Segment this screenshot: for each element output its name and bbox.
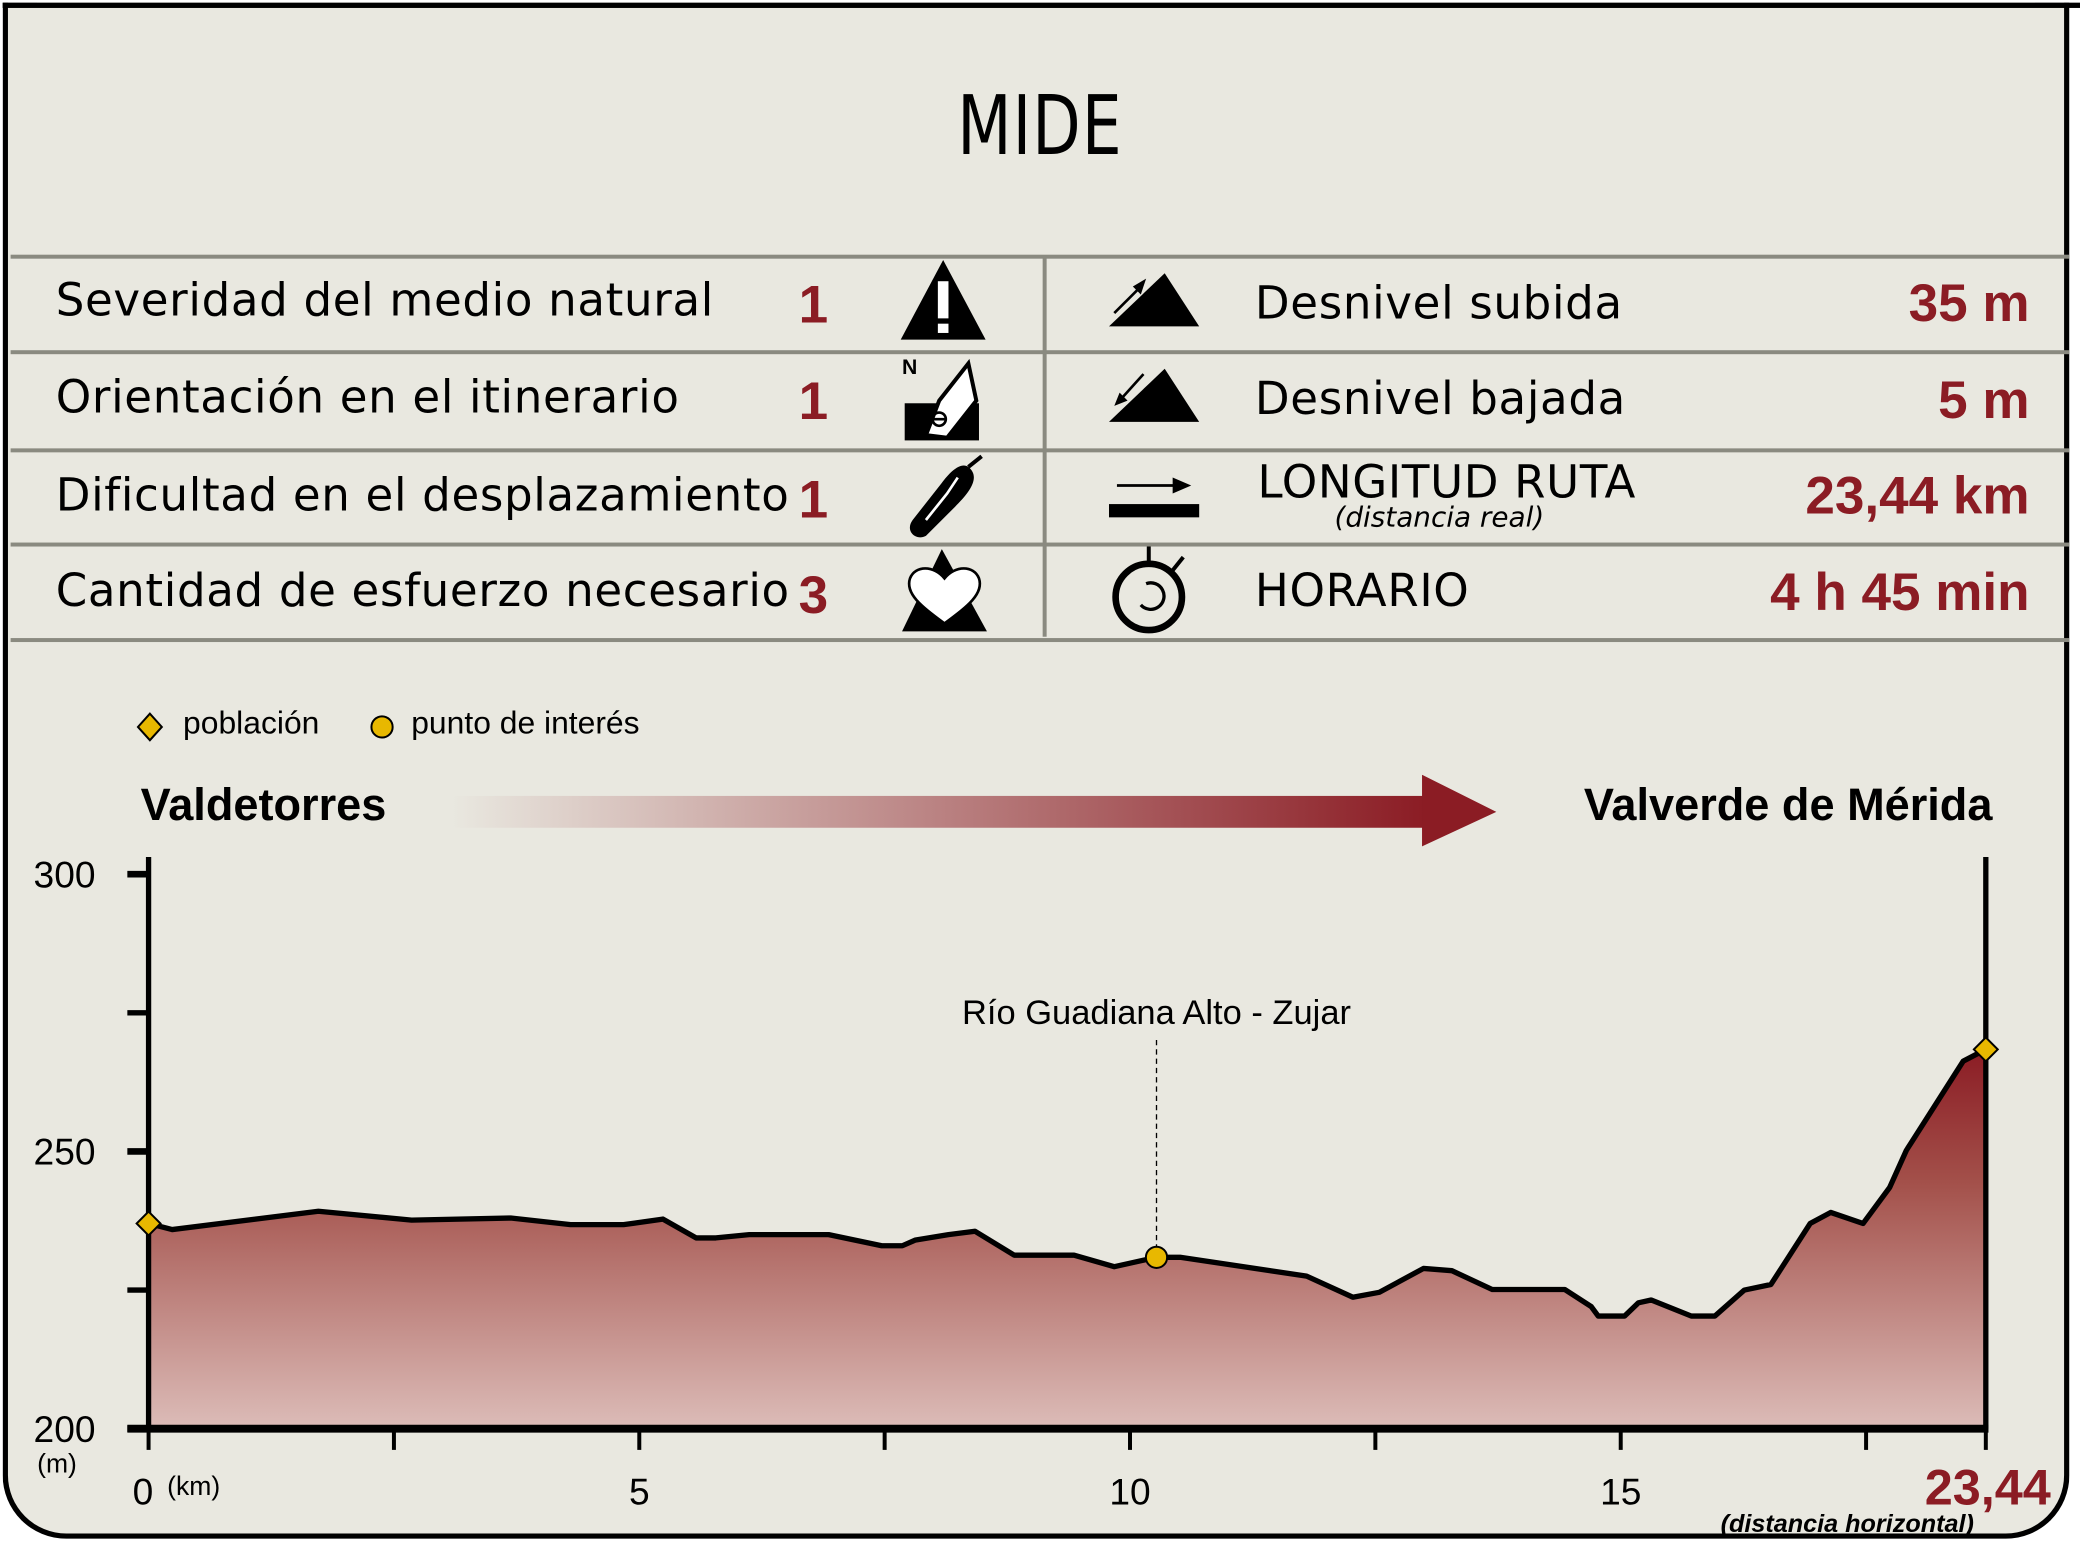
- warning-mountain-icon: [900, 259, 986, 340]
- mide-label-severidad: Severidad del medio natural: [55, 274, 714, 328]
- mide-value-orientacion: 1: [798, 372, 829, 432]
- page-title: MIDE: [957, 76, 1123, 174]
- y-tick-label: 200: [34, 1408, 96, 1450]
- stat-value-subida: 35 m: [1908, 274, 2030, 333]
- town-marker-icon: [136, 712, 164, 742]
- x-tick-label: 15: [1600, 1470, 1641, 1512]
- svg-text:N: N: [902, 356, 917, 379]
- stat-value-bajada: 5 m: [1938, 371, 2030, 430]
- stat-value-longitud: 23,44 km: [1805, 466, 2030, 526]
- legend-town: población: [183, 705, 320, 742]
- mide-label-orientacion: Orientación en el itinerario: [55, 371, 680, 425]
- legend-poi: punto de interés: [411, 705, 640, 742]
- divider: [10, 542, 2070, 547]
- descent-mountain-icon: [1108, 368, 1200, 422]
- route-direction-arrow-icon: [451, 774, 1497, 847]
- elevation-area: [148, 1049, 1986, 1429]
- elevation-line: [147, 1047, 1988, 1319]
- x-tick-label: 5: [629, 1470, 650, 1512]
- mide-label-dificultad: Dificultad en el desplazamiento: [55, 469, 790, 523]
- x-end-label: 23,44: [1925, 1458, 2051, 1515]
- poi-label: Río Guadiana Alto - Zujar: [962, 994, 1351, 1032]
- footprint-icon: [909, 454, 983, 538]
- y-tick-label: 250: [34, 1131, 96, 1173]
- x-tick-label: 10: [1109, 1470, 1150, 1512]
- x-end-sublabel: (distancia horizontal): [1721, 1510, 1974, 1538]
- x-tick-label: 0: [133, 1470, 154, 1512]
- stat-label-subida: Desnivel subida: [1254, 277, 1623, 331]
- y-axis-unit: (m): [37, 1448, 77, 1478]
- stat-label-horario: HORARIO: [1254, 565, 1470, 619]
- mide-value-esfuerzo: 3: [798, 566, 829, 625]
- stopwatch-icon: [1112, 546, 1186, 634]
- route-end: Valverde de Mérida: [1583, 779, 1993, 831]
- x-axis-unit: (km): [167, 1471, 220, 1501]
- distance-arrow-icon: [1108, 477, 1200, 518]
- y-tick-label: 300: [34, 853, 96, 895]
- poi-marker: [1144, 1245, 1169, 1269]
- divider: [10, 448, 2070, 453]
- mide-label-esfuerzo: Cantidad de esfuerzo necesario: [55, 565, 790, 619]
- stat-sublabel-longitud: (distancia real): [1334, 501, 1545, 534]
- route-start: Valdetorres: [140, 779, 387, 831]
- ascent-mountain-icon: [1108, 273, 1200, 327]
- mide-value-severidad: 1: [798, 275, 829, 335]
- stat-label-bajada: Desnivel bajada: [1254, 372, 1626, 426]
- divider: [10, 254, 2070, 259]
- column-divider: [1042, 257, 1047, 637]
- town-marker: [1972, 1036, 2000, 1063]
- compass-north-icon: N: [902, 356, 979, 441]
- stat-value-horario: 4 h 45 min: [1770, 563, 2030, 623]
- poi-marker-icon: [370, 715, 394, 739]
- divider: [10, 638, 2070, 643]
- mide-value-dificultad: 1: [798, 470, 829, 530]
- town-marker: [135, 1210, 162, 1237]
- stat-label-longitud: LONGITUD RUTA: [1257, 456, 1637, 510]
- heart-mountain-icon: [902, 549, 987, 632]
- divider: [10, 350, 2070, 355]
